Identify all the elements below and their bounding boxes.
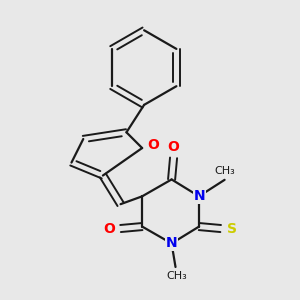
Text: CH₃: CH₃ bbox=[214, 166, 235, 176]
Text: O: O bbox=[103, 221, 116, 236]
Text: N: N bbox=[166, 236, 177, 250]
Text: N: N bbox=[193, 189, 205, 203]
Text: O: O bbox=[168, 140, 179, 154]
Text: O: O bbox=[147, 138, 159, 152]
Text: CH₃: CH₃ bbox=[166, 271, 187, 281]
Text: S: S bbox=[227, 221, 237, 236]
